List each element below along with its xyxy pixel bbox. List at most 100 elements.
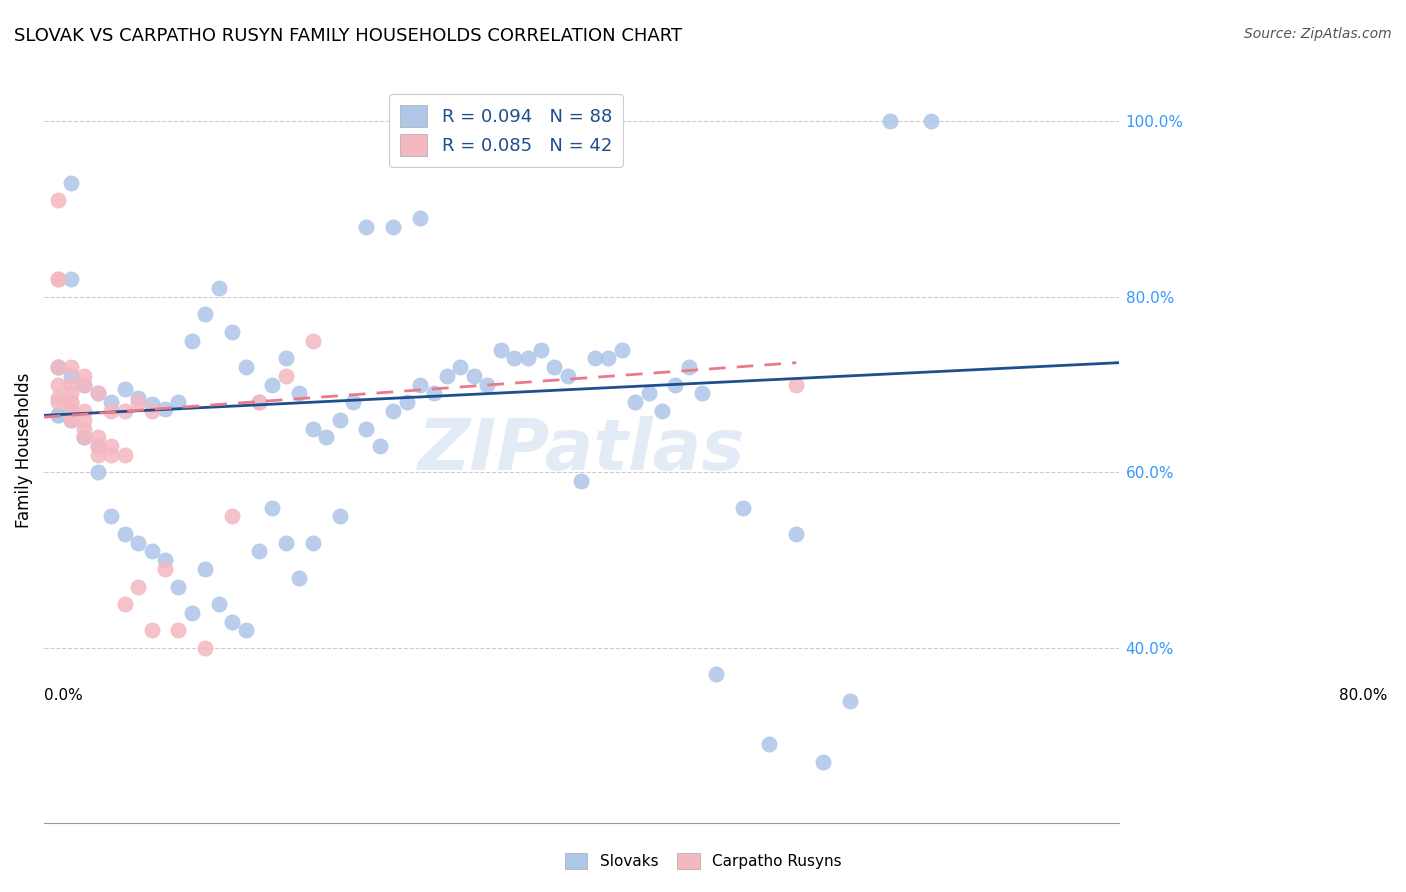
- Point: [59, 368, 82, 383]
- Point: [422, 386, 444, 401]
- Point: [46, 395, 69, 409]
- Point: [624, 395, 647, 409]
- Point: [167, 624, 190, 638]
- Text: 80.0%: 80.0%: [1339, 688, 1388, 703]
- Text: SLOVAK VS CARPATHO RUSYN FAMILY HOUSEHOLDS CORRELATION CHART: SLOVAK VS CARPATHO RUSYN FAMILY HOUSEHOL…: [14, 27, 682, 45]
- Point: [59, 377, 82, 392]
- Point: [610, 343, 633, 357]
- Point: [46, 391, 69, 405]
- Point: [59, 413, 82, 427]
- Point: [100, 395, 122, 409]
- Point: [141, 544, 163, 558]
- Point: [785, 377, 807, 392]
- Point: [46, 409, 69, 423]
- Point: [368, 439, 391, 453]
- Point: [530, 343, 553, 357]
- Point: [262, 377, 284, 392]
- Point: [46, 409, 69, 423]
- Point: [46, 360, 69, 375]
- Point: [100, 404, 122, 418]
- Point: [356, 421, 378, 435]
- Point: [59, 360, 82, 375]
- Point: [87, 466, 110, 480]
- Point: [114, 404, 136, 418]
- Point: [141, 624, 163, 638]
- Point: [73, 368, 96, 383]
- Point: [329, 413, 352, 427]
- Point: [247, 395, 270, 409]
- Point: [127, 580, 149, 594]
- Point: [920, 114, 942, 128]
- Point: [274, 535, 297, 549]
- Point: [180, 334, 202, 348]
- Point: [503, 351, 526, 366]
- Point: [87, 439, 110, 453]
- Point: [87, 439, 110, 453]
- Point: [288, 386, 311, 401]
- Point: [87, 430, 110, 444]
- Point: [127, 391, 149, 405]
- Point: [73, 404, 96, 418]
- Point: [356, 219, 378, 234]
- Point: [114, 526, 136, 541]
- Point: [315, 430, 337, 444]
- Point: [73, 430, 96, 444]
- Point: [463, 368, 485, 383]
- Point: [477, 377, 499, 392]
- Point: [59, 386, 82, 401]
- Point: [59, 404, 82, 418]
- Point: [678, 360, 700, 375]
- Point: [785, 526, 807, 541]
- Point: [194, 307, 217, 321]
- Point: [59, 395, 82, 409]
- Point: [73, 430, 96, 444]
- Point: [127, 395, 149, 409]
- Point: [637, 386, 659, 401]
- Legend: Slovaks, Carpatho Rusyns: Slovaks, Carpatho Rusyns: [558, 847, 848, 875]
- Point: [489, 343, 512, 357]
- Point: [46, 194, 69, 208]
- Y-axis label: Family Households: Family Households: [15, 373, 32, 528]
- Point: [46, 360, 69, 375]
- Point: [180, 606, 202, 620]
- Point: [342, 395, 364, 409]
- Point: [153, 553, 176, 567]
- Point: [59, 176, 82, 190]
- Point: [409, 211, 432, 225]
- Point: [100, 509, 122, 524]
- Point: [651, 404, 673, 418]
- Point: [141, 397, 163, 411]
- Point: [127, 535, 149, 549]
- Point: [208, 597, 231, 611]
- Point: [87, 448, 110, 462]
- Point: [395, 395, 418, 409]
- Point: [73, 430, 96, 444]
- Point: [758, 738, 780, 752]
- Point: [194, 562, 217, 576]
- Point: [288, 571, 311, 585]
- Point: [141, 404, 163, 418]
- Point: [301, 535, 323, 549]
- Point: [409, 377, 432, 392]
- Point: [221, 509, 243, 524]
- Point: [274, 368, 297, 383]
- Point: [221, 325, 243, 339]
- Point: [690, 386, 713, 401]
- Point: [100, 448, 122, 462]
- Point: [879, 114, 901, 128]
- Text: Source: ZipAtlas.com: Source: ZipAtlas.com: [1244, 27, 1392, 41]
- Point: [262, 500, 284, 515]
- Point: [382, 219, 405, 234]
- Point: [46, 272, 69, 286]
- Point: [274, 351, 297, 366]
- Point: [153, 402, 176, 417]
- Point: [811, 755, 834, 769]
- Point: [114, 382, 136, 396]
- Point: [73, 421, 96, 435]
- Point: [73, 413, 96, 427]
- Point: [516, 351, 538, 366]
- Point: [167, 580, 190, 594]
- Point: [46, 272, 69, 286]
- Point: [59, 413, 82, 427]
- Point: [557, 368, 579, 383]
